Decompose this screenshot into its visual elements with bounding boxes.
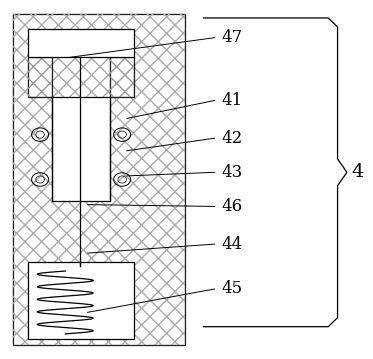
Text: 46: 46	[222, 198, 243, 215]
Text: 44: 44	[222, 236, 243, 253]
Bar	[28, 57, 52, 97]
Bar	[52, 97, 110, 201]
Text: 42: 42	[222, 130, 243, 147]
Text: 43: 43	[222, 164, 243, 181]
Bar	[28, 262, 134, 339]
Text: 45: 45	[222, 280, 243, 298]
Text: 47: 47	[222, 29, 243, 46]
Bar	[28, 57, 52, 97]
Bar	[13, 14, 185, 345]
Bar	[110, 57, 134, 97]
Text: 4: 4	[352, 163, 364, 181]
Bar	[110, 57, 134, 97]
Bar	[28, 29, 134, 57]
Text: 41: 41	[222, 92, 243, 109]
Bar	[13, 14, 185, 345]
